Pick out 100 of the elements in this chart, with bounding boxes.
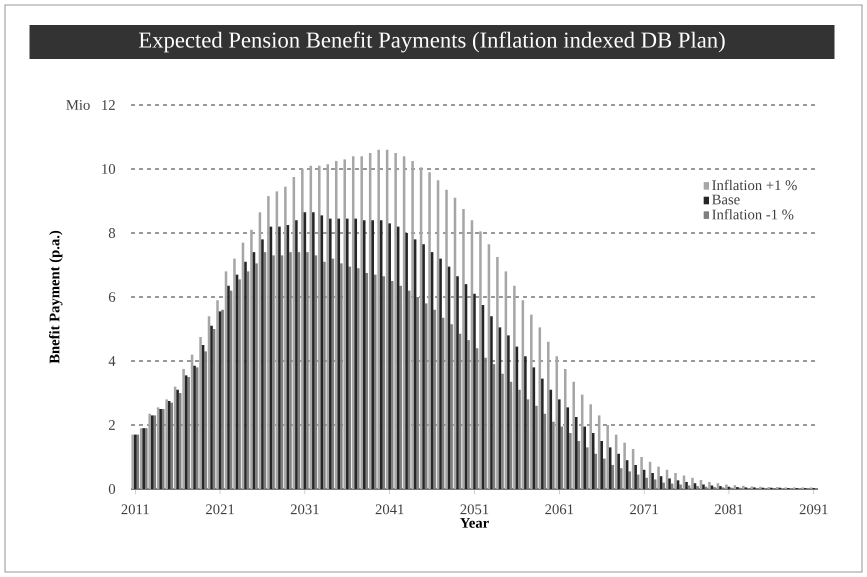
bar: [165, 399, 168, 489]
bar: [140, 428, 142, 489]
bar: [196, 367, 198, 489]
bar: [602, 458, 606, 489]
bar: [428, 172, 431, 489]
bar: [242, 242, 244, 489]
bar: [270, 226, 272, 489]
bar: [504, 271, 508, 489]
bar: [634, 464, 637, 489]
bar: [411, 160, 414, 489]
y-tick-label: 10: [102, 164, 116, 174]
bar: [617, 454, 620, 489]
bar: [174, 386, 176, 489]
bar: [261, 239, 264, 489]
bar: [640, 456, 643, 489]
bar: [233, 258, 236, 489]
bar: [734, 485, 736, 489]
bar: [187, 376, 190, 489]
bar: [368, 152, 372, 489]
bar: [708, 482, 711, 489]
bar: [252, 252, 256, 489]
bar: [583, 426, 586, 489]
bar: [320, 215, 324, 489]
bar: [323, 262, 326, 489]
bar: [433, 310, 436, 489]
bar: [679, 484, 682, 489]
bar: [702, 484, 705, 489]
bar: [405, 232, 408, 489]
bar: [224, 271, 228, 489]
bar: [212, 328, 216, 489]
bar: [606, 424, 609, 489]
bar: [445, 190, 448, 489]
bar: [725, 484, 728, 489]
bar: [600, 440, 603, 489]
bar: [694, 483, 696, 489]
y-tick-label: 12: [102, 100, 115, 110]
bar: [178, 392, 182, 489]
bar: [142, 428, 145, 489]
bar: [230, 290, 232, 489]
bar: [360, 156, 363, 489]
bar: [558, 399, 561, 489]
bar: [346, 218, 349, 489]
bar: [532, 367, 536, 489]
bar: [691, 478, 694, 489]
bar: [258, 212, 262, 489]
bar: [716, 483, 720, 489]
chart-title: Expected Pension Benefit Payments (Inflation indexed DB Plan): [138, 32, 725, 52]
bar: [700, 480, 702, 489]
bar: [645, 478, 648, 489]
bar: [134, 434, 137, 489]
bar: [298, 252, 300, 489]
bar: [682, 476, 686, 489]
bar: [312, 212, 315, 489]
bar: [216, 300, 219, 489]
bar: [380, 220, 382, 489]
bar: [284, 186, 287, 489]
bar: [193, 366, 196, 489]
bar: [462, 208, 465, 489]
bar: [448, 266, 450, 489]
bar: [544, 414, 546, 489]
bar: [547, 342, 550, 489]
y-tick-label: 4: [108, 356, 116, 366]
bar: [496, 256, 499, 489]
bar: [276, 191, 278, 489]
bar: [208, 316, 210, 489]
bar: [332, 258, 334, 489]
bar: [456, 276, 459, 489]
x-tick-label: 2081: [714, 504, 743, 514]
bar: [156, 407, 160, 489]
bar: [301, 168, 304, 489]
bar: [218, 311, 222, 489]
bar: [399, 286, 402, 489]
bar: [518, 390, 521, 489]
bar: [594, 454, 598, 489]
bar: [516, 346, 518, 489]
bar: [586, 447, 589, 489]
bar: [541, 378, 544, 489]
bar: [390, 280, 394, 489]
bar: [227, 286, 230, 489]
bar: [278, 226, 281, 489]
bar: [199, 336, 202, 489]
bar: [244, 262, 247, 489]
bar: [362, 220, 366, 489]
bar: [168, 400, 170, 489]
bar: [264, 252, 266, 489]
bar: [394, 152, 397, 489]
bar: [626, 460, 628, 489]
bar: [614, 434, 618, 489]
bar: [286, 224, 290, 489]
bar: [611, 464, 614, 489]
bar: [458, 334, 462, 489]
bar: [388, 223, 391, 489]
bar: [374, 274, 377, 489]
bar: [685, 482, 688, 489]
bar: [272, 255, 275, 489]
bar: [326, 164, 330, 489]
bar: [608, 447, 612, 489]
bar: [304, 212, 306, 489]
bar: [642, 470, 646, 489]
bar: [670, 484, 674, 489]
